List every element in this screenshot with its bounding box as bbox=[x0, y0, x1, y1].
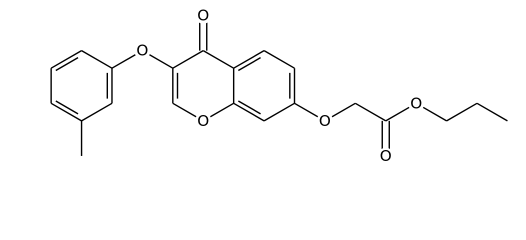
atom-label: O bbox=[136, 42, 148, 60]
atom-label: O bbox=[319, 112, 331, 130]
molecule: O O O O O O bbox=[50, 7, 508, 165]
structure-diagram: O O O O O O bbox=[50, 7, 508, 165]
tolyl-ring bbox=[50, 50, 113, 156]
atom-label: O bbox=[197, 7, 209, 25]
benzo-ring bbox=[232, 50, 296, 122]
pyranone-ring bbox=[172, 15, 235, 122]
atom-label: O bbox=[197, 112, 209, 130]
atom-label: O bbox=[410, 94, 422, 112]
atom-label: O bbox=[380, 147, 392, 165]
